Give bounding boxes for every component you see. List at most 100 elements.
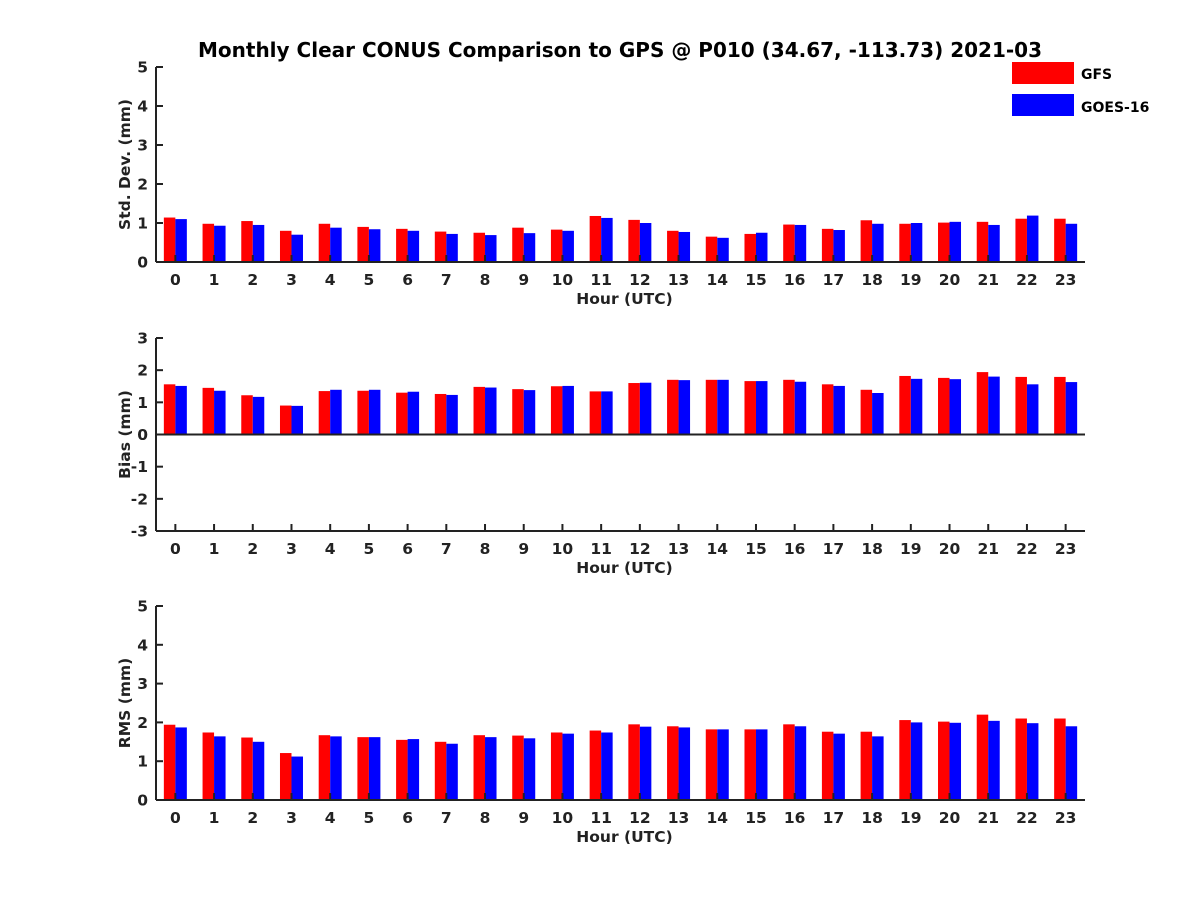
y-tick-label: 1 <box>137 753 148 771</box>
x-tick-label: 22 <box>1016 809 1038 827</box>
bar-gfs-17 <box>821 731 834 800</box>
bar-goes16-13 <box>678 727 691 800</box>
bar-goes16-1 <box>214 225 226 262</box>
bar-goes16-7 <box>446 394 458 435</box>
x-tick-label: 20 <box>939 540 961 558</box>
y-axis-label: Bias (mm) <box>116 390 134 479</box>
bar-goes16-16 <box>794 381 807 435</box>
bar-goes16-16 <box>794 726 807 800</box>
bar-gfs-7 <box>434 231 447 262</box>
bar-goes16-6 <box>407 391 420 435</box>
bar-goes16-1 <box>214 390 226 435</box>
bar-goes16-10 <box>562 230 574 262</box>
y-tick-label: 1 <box>137 215 148 233</box>
bar-goes16-15 <box>755 729 768 800</box>
x-tick-label: 4 <box>325 540 336 558</box>
x-tick-label: 0 <box>170 809 181 827</box>
bar-gfs-11 <box>589 215 602 262</box>
x-tick-label: 11 <box>590 809 612 827</box>
bar-gfs-16 <box>783 224 795 262</box>
bar-gfs-8 <box>473 735 486 800</box>
bar-goes16-15 <box>755 381 768 435</box>
y-tick-label: 3 <box>137 137 148 155</box>
x-tick-label: 6 <box>402 809 413 827</box>
bar-gfs-2 <box>241 395 253 435</box>
x-tick-label: 9 <box>518 540 529 558</box>
bar-goes16-23 <box>1065 223 1078 262</box>
bar-goes16-9 <box>523 233 536 262</box>
bar-gfs-3 <box>279 753 292 800</box>
x-tick-label: 14 <box>706 271 728 289</box>
bar-goes16-5 <box>368 737 381 800</box>
x-tick-label: 4 <box>325 271 336 289</box>
x-tick-label: 9 <box>518 271 529 289</box>
bar-gfs-0 <box>163 724 176 800</box>
legend-label-goes16: GOES-16 <box>1081 100 1149 116</box>
x-tick-label: 8 <box>480 540 491 558</box>
bar-gfs-9 <box>512 735 524 800</box>
bar-gfs-20 <box>938 222 950 262</box>
x-tick-label: 18 <box>861 809 883 827</box>
bar-goes16-10 <box>562 385 574 435</box>
legend: GFS GOES-16 <box>1012 62 1149 116</box>
bar-goes16-22 <box>1026 723 1039 800</box>
bar-gfs-16 <box>783 379 795 435</box>
x-tick-label: 12 <box>629 540 651 558</box>
x-tick-label: 22 <box>1016 540 1038 558</box>
x-tick-label: 14 <box>706 809 728 827</box>
bar-goes16-15 <box>755 232 768 262</box>
bar-gfs-3 <box>279 405 292 435</box>
bar-goes16-9 <box>523 738 536 800</box>
x-tick-label: 10 <box>552 809 574 827</box>
bar-gfs-8 <box>473 232 486 262</box>
bar-goes16-13 <box>678 231 691 262</box>
bar-gfs-5 <box>357 737 369 800</box>
bar-gfs-10 <box>550 386 563 435</box>
bar-gfs-5 <box>357 226 369 262</box>
x-tick-label: 19 <box>900 809 922 827</box>
bar-gfs-23 <box>1054 376 1066 435</box>
bar-goes16-20 <box>949 722 962 800</box>
bar-goes16-14 <box>717 729 729 800</box>
bar-goes16-17 <box>833 733 845 800</box>
bar-gfs-4 <box>318 735 331 800</box>
bar-gfs-21 <box>976 714 989 800</box>
bar-goes16-4 <box>330 736 342 800</box>
x-tick-label: 13 <box>668 271 690 289</box>
x-tick-label: 4 <box>325 809 336 827</box>
bar-goes16-12 <box>639 382 652 435</box>
bar-goes16-12 <box>639 726 652 800</box>
bar-goes16-18 <box>872 736 884 800</box>
bar-gfs-1 <box>202 732 215 800</box>
bar-gfs-22 <box>1015 376 1027 435</box>
bar-goes16-20 <box>949 379 962 435</box>
bar-gfs-7 <box>434 741 447 800</box>
bar-goes16-19 <box>910 223 923 262</box>
bar-goes16-4 <box>330 389 342 435</box>
bar-gfs-22 <box>1015 218 1027 262</box>
bar-gfs-7 <box>434 393 447 435</box>
chart-title: Monthly Clear CONUS Comparison to GPS @ … <box>198 38 1042 62</box>
y-tick-label: 5 <box>137 598 148 616</box>
y-tick-label: 4 <box>137 636 148 654</box>
bar-goes16-3 <box>291 405 303 435</box>
bar-goes16-16 <box>794 224 807 262</box>
bar-gfs-6 <box>396 392 408 435</box>
x-tick-label: 23 <box>1055 271 1077 289</box>
bar-gfs-11 <box>589 391 602 435</box>
bar-gfs-13 <box>667 230 679 262</box>
y-tick-label: 1 <box>137 394 148 412</box>
bar-goes16-21 <box>988 720 1000 800</box>
y-tick-label: 2 <box>137 362 148 380</box>
x-tick-label: 14 <box>706 540 728 558</box>
bar-gfs-17 <box>821 228 834 262</box>
y-tick-label: -2 <box>131 490 148 508</box>
bar-gfs-6 <box>396 228 408 262</box>
x-tick-label: 23 <box>1055 540 1077 558</box>
bar-goes16-22 <box>1026 384 1039 435</box>
bar-goes16-7 <box>446 233 458 262</box>
y-tick-label: -3 <box>131 523 148 541</box>
bar-goes16-4 <box>330 227 342 262</box>
x-tick-label: 16 <box>784 540 806 558</box>
